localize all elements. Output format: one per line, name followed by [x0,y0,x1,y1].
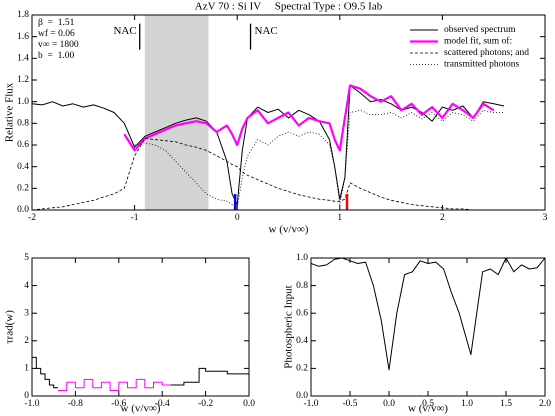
y-tick-label: 5 [24,253,29,263]
y-tick-label: 2 [24,336,29,346]
x-tick-label: -1 [131,213,139,223]
y-tick-label: 0.6 [296,308,308,318]
step-line [170,367,249,386]
panel: -1.0 -0.8 -0.6 -0.4 -0.2 0.0 0 1 2 3 4 5 w (v/v∞) τra… [4,253,256,414]
x-tick-label: -1.0 [24,399,39,409]
series-line [123,84,495,152]
parameter: wf = 0.06 [38,28,75,39]
shaded-region [144,15,209,210]
x-tick-label: 3 [543,213,548,223]
series-line [134,109,504,209]
y-tick-label: 1 [24,364,29,374]
x-tick-label: 2 [440,213,445,223]
y-axis-label: τrad(w) [4,310,16,344]
x-tick-label: -0.6 [111,399,126,409]
x-tick-label: 1.0 [461,399,473,409]
y-tick-label: 4 [24,281,29,291]
chart-title: AzV 70 : Si IV Spectral Type : O9.5 Iab [195,1,383,13]
y-tick-label: 0.2 [17,184,29,194]
y-tick-label: 0 [24,391,29,401]
annotation: NAC [255,25,278,37]
series-line [32,138,504,210]
panel: -2 -1 0 1 2 3 0.0 0.2 0.4 0.6 0.8 1.0 1.2 1.4 1.6 1.8 Az… [4,1,548,236]
y-tick-label: 1.4 [17,54,29,64]
panel: -1.0 -0.5 0.0 0.5 1.0 1.5 2.0 0.0 0.2 0.4 0.6 0.8 1.… [283,253,552,414]
legend-label: transmitted photons [444,60,520,70]
x-tick-label: -0.4 [155,399,170,409]
y-tick-label: 0.8 [296,281,308,291]
legend-label: scattered photons; and [444,48,529,58]
y-tick-label: 1.0 [17,97,29,107]
y-tick-label: 0.4 [17,162,29,172]
y-tick-label: 0.6 [17,140,29,150]
axes-frame [31,14,546,211]
parameter: b = 1.00 [38,51,74,61]
axes-frame [31,257,250,397]
axes-frame [310,257,546,397]
y-tick-label: 3 [24,308,29,318]
y-tick-label: 0.0 [296,391,308,401]
step-line [32,356,58,389]
y-tick-label: 0.8 [17,119,29,129]
plot-area [32,356,249,391]
annotation: NAC [113,25,136,37]
x-tick-label: -0.2 [198,399,213,409]
x-axis-label: w (v/v∞) [269,224,309,236]
x-tick-label: -0.5 [342,399,357,409]
legend-label: model fit, sum of: [444,36,512,47]
y-tick-label: 0.2 [296,364,308,374]
step-line [58,378,171,391]
plot-area [311,258,545,371]
x-tick-label: 0.0 [383,399,395,409]
x-tick-label: 1.5 [500,399,512,409]
legend-label: observed spectrum [444,25,516,35]
x-tick-label: 0.0 [243,399,255,409]
y-axis-label: Relative Flux [4,82,16,142]
y-tick-label: 1.2 [17,75,29,85]
parameter: β = 1.51 [38,18,75,28]
x-tick-label: 0 [235,213,240,223]
x-tick-label: -0.8 [68,399,83,409]
x-axis-label: w (v/v∞) [121,403,161,415]
y-tick-label: 1.8 [17,10,29,20]
x-tick-label: -1.0 [303,399,318,409]
series-line [311,258,545,371]
x-tick-label: -2 [28,213,36,223]
x-tick-label: 0.5 [422,399,434,409]
plot-area [32,84,505,210]
y-tick-label: 1.0 [296,253,308,263]
x-tick-label: 2.0 [539,399,551,409]
y-axis-label: Photospheric Input [283,285,295,368]
y-tick-label: 0.4 [296,336,308,346]
x-axis-label: w (v/v∞) [408,403,448,415]
y-tick-label: 0.0 [17,205,29,215]
x-tick-label: 1 [337,213,342,223]
parameter: v∞ = 1800 [38,40,79,50]
y-tick-label: 1.6 [17,32,29,42]
